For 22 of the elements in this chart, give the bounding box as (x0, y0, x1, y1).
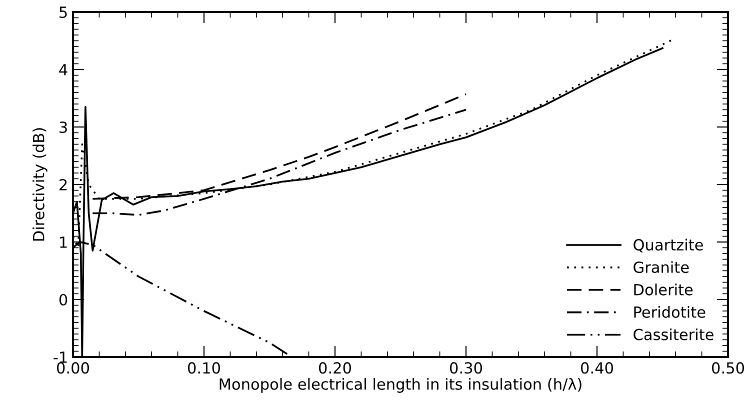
legend-label: Granite (634, 261, 689, 274)
x-tick-label: 0.20 (319, 362, 351, 374)
x-tick-label: 0.10 (188, 362, 220, 374)
legend-label: Dolerite (634, 284, 693, 296)
y-tick-label: 2 (60, 178, 67, 190)
legend-label: Cassiterite (634, 328, 714, 340)
x-tick-label: 0.00 (57, 362, 89, 374)
x-tick-label: 0.40 (581, 362, 613, 374)
legend-label: Quartzite (634, 238, 703, 252)
legend-label: Peridotite (634, 306, 706, 318)
line-series (92, 108, 467, 216)
x-tick-label: 0.30 (450, 362, 482, 374)
y-tick-label: 5 (60, 6, 67, 18)
y-tick-label: -1 (54, 352, 67, 363)
y-tick-label: 1 (60, 236, 67, 248)
x-tick-label: 0.50 (712, 362, 744, 374)
y-tick-label: 3 (60, 121, 67, 134)
x-axis-title: Monopole electrical length in its insulation (h/λ) (220, 378, 582, 393)
line-series (92, 93, 467, 200)
y-tick-label: 4 (59, 64, 68, 76)
y-tick-label: 0 (59, 294, 68, 306)
y-axis-title: Directivity (dB) (32, 128, 48, 241)
